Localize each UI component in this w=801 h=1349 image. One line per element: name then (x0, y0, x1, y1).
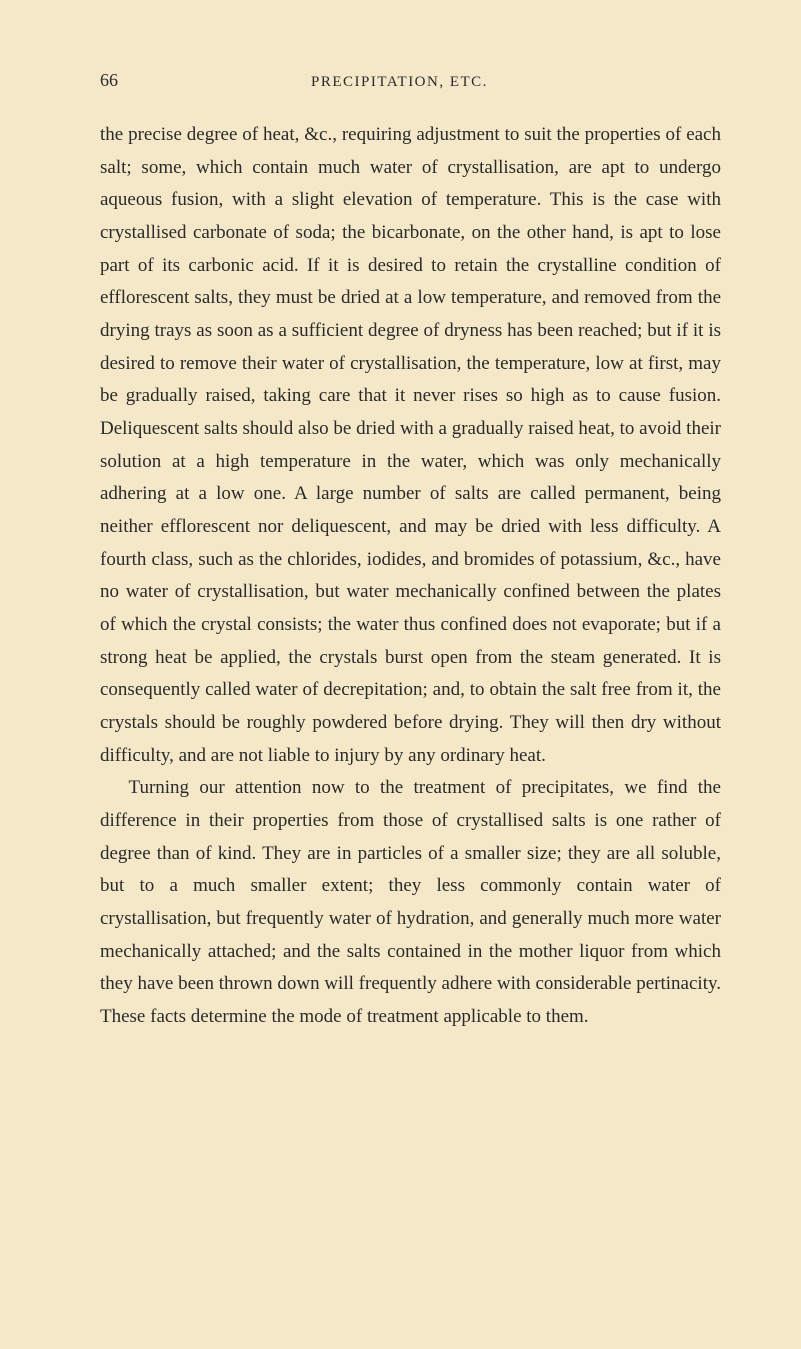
paragraph-2: Turning our attention now to the treatme… (100, 772, 721, 1033)
page-header: 66 PRECIPITATION, ETC. (100, 70, 721, 91)
body-text-container: the precise degree of heat, &c., requiri… (100, 119, 721, 1034)
page-number: 66 (100, 70, 118, 91)
paragraph-1: the precise degree of heat, &c., requiri… (100, 119, 721, 772)
running-title: PRECIPITATION, ETC. (118, 74, 681, 91)
